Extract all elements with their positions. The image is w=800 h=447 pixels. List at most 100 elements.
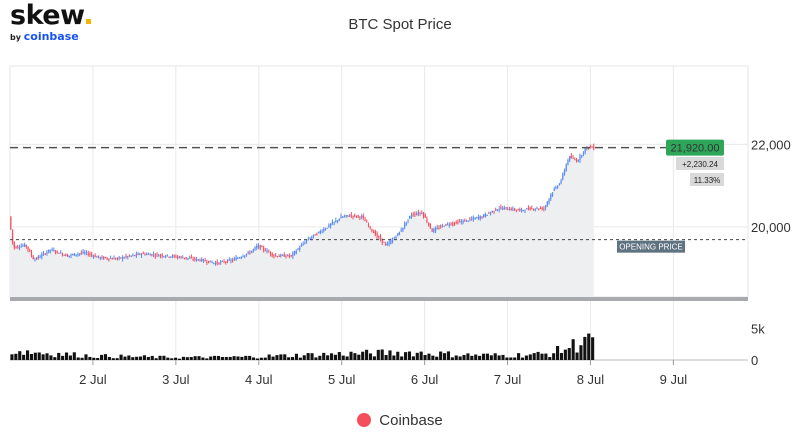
candle-body <box>72 254 74 256</box>
volume-tick-label: 0 <box>751 353 758 368</box>
volume-bar <box>454 355 458 360</box>
candle-body <box>213 262 215 264</box>
candle-body <box>446 223 449 225</box>
candle-body <box>199 259 201 261</box>
candle-body <box>264 250 266 252</box>
candle-body <box>426 218 428 223</box>
candle-body <box>409 216 411 219</box>
candle-body <box>469 218 471 220</box>
candle-body <box>152 254 155 256</box>
candle-body <box>443 225 445 227</box>
candle-body <box>410 215 413 217</box>
candle-body <box>498 208 500 210</box>
candle-body <box>393 237 395 239</box>
candle-body <box>242 256 244 258</box>
candle-body <box>302 243 304 245</box>
volume-bar <box>100 354 104 360</box>
volume-bar <box>322 352 326 360</box>
candle-body <box>388 242 390 244</box>
volume-bar <box>559 352 564 360</box>
candle-body <box>84 252 86 254</box>
volume-bar <box>407 351 412 360</box>
x-tick-label: 2 Jul <box>79 372 107 387</box>
candle-body <box>68 255 70 257</box>
candle-body <box>134 255 136 257</box>
legend[interactable]: Coinbase <box>0 412 800 429</box>
volume-bar <box>115 358 119 360</box>
candle-body <box>75 254 77 256</box>
volume-bar <box>224 357 228 360</box>
candle-body <box>321 231 323 233</box>
candle-body <box>543 208 545 210</box>
candle-body <box>526 208 528 210</box>
candle-body <box>558 183 560 185</box>
candle-body <box>462 220 464 223</box>
candle-body <box>230 259 232 262</box>
candle-body <box>78 253 81 255</box>
candle-body <box>244 255 246 257</box>
volume-bar <box>68 355 72 360</box>
volume-bar <box>275 355 279 360</box>
candle-body <box>36 258 38 260</box>
candle-body <box>330 223 332 226</box>
candle-body <box>85 252 88 254</box>
candle-body <box>41 254 43 257</box>
change-label: +2,230.24 <box>682 160 718 169</box>
candle-body <box>331 222 334 225</box>
volume-bar <box>298 357 302 360</box>
candle-body <box>333 221 335 223</box>
candle-body <box>505 207 507 209</box>
candle-body <box>240 257 242 259</box>
candle-body <box>51 249 53 251</box>
skew-logo: skew by coinbase <box>10 2 91 42</box>
candle-body <box>524 210 526 212</box>
candle-body <box>415 213 418 215</box>
volume-bar <box>509 357 513 360</box>
candle-body <box>216 261 218 264</box>
candle-body <box>280 254 282 257</box>
candle-body <box>103 257 105 259</box>
volume-bar <box>166 357 170 360</box>
volume-bar <box>376 349 380 360</box>
volume-bar <box>478 355 482 360</box>
candle-body <box>18 247 21 249</box>
candle-body <box>436 227 438 229</box>
candle-body <box>125 256 127 258</box>
candle-body <box>319 231 321 233</box>
candle-body <box>80 252 82 254</box>
volume-bar <box>368 353 373 360</box>
candle-body <box>379 236 382 240</box>
candle-body <box>82 251 84 254</box>
candle-body <box>378 236 380 238</box>
candle-body <box>424 214 426 218</box>
candle-body <box>577 160 579 162</box>
candle-body <box>53 250 55 252</box>
candle-body <box>340 216 342 219</box>
candles-group <box>10 143 595 266</box>
candle-body <box>419 212 421 214</box>
candle-body <box>39 256 41 258</box>
volume-bar <box>174 357 178 360</box>
volume-bar <box>197 356 201 360</box>
legend-marker <box>357 413 372 427</box>
volume-bar <box>575 352 579 360</box>
volume-bar <box>591 337 595 360</box>
volume-bar <box>446 351 451 360</box>
volume-bar <box>524 355 528 360</box>
candle-body <box>383 241 385 243</box>
volume-bar <box>544 353 548 360</box>
candle-body <box>386 243 389 246</box>
candle-body <box>187 257 189 259</box>
candle-body <box>343 216 346 218</box>
volume-bar <box>107 356 111 360</box>
candle-body <box>106 258 108 260</box>
candle-body <box>579 155 581 161</box>
volume-bar <box>201 357 205 360</box>
candle-body <box>479 216 481 219</box>
candle-body <box>151 254 153 256</box>
volume-bar <box>193 356 197 360</box>
candle-body <box>292 252 294 257</box>
candle-body <box>58 252 60 254</box>
volume-bar <box>392 355 396 360</box>
x-tick-label: 3 Jul <box>162 372 190 387</box>
